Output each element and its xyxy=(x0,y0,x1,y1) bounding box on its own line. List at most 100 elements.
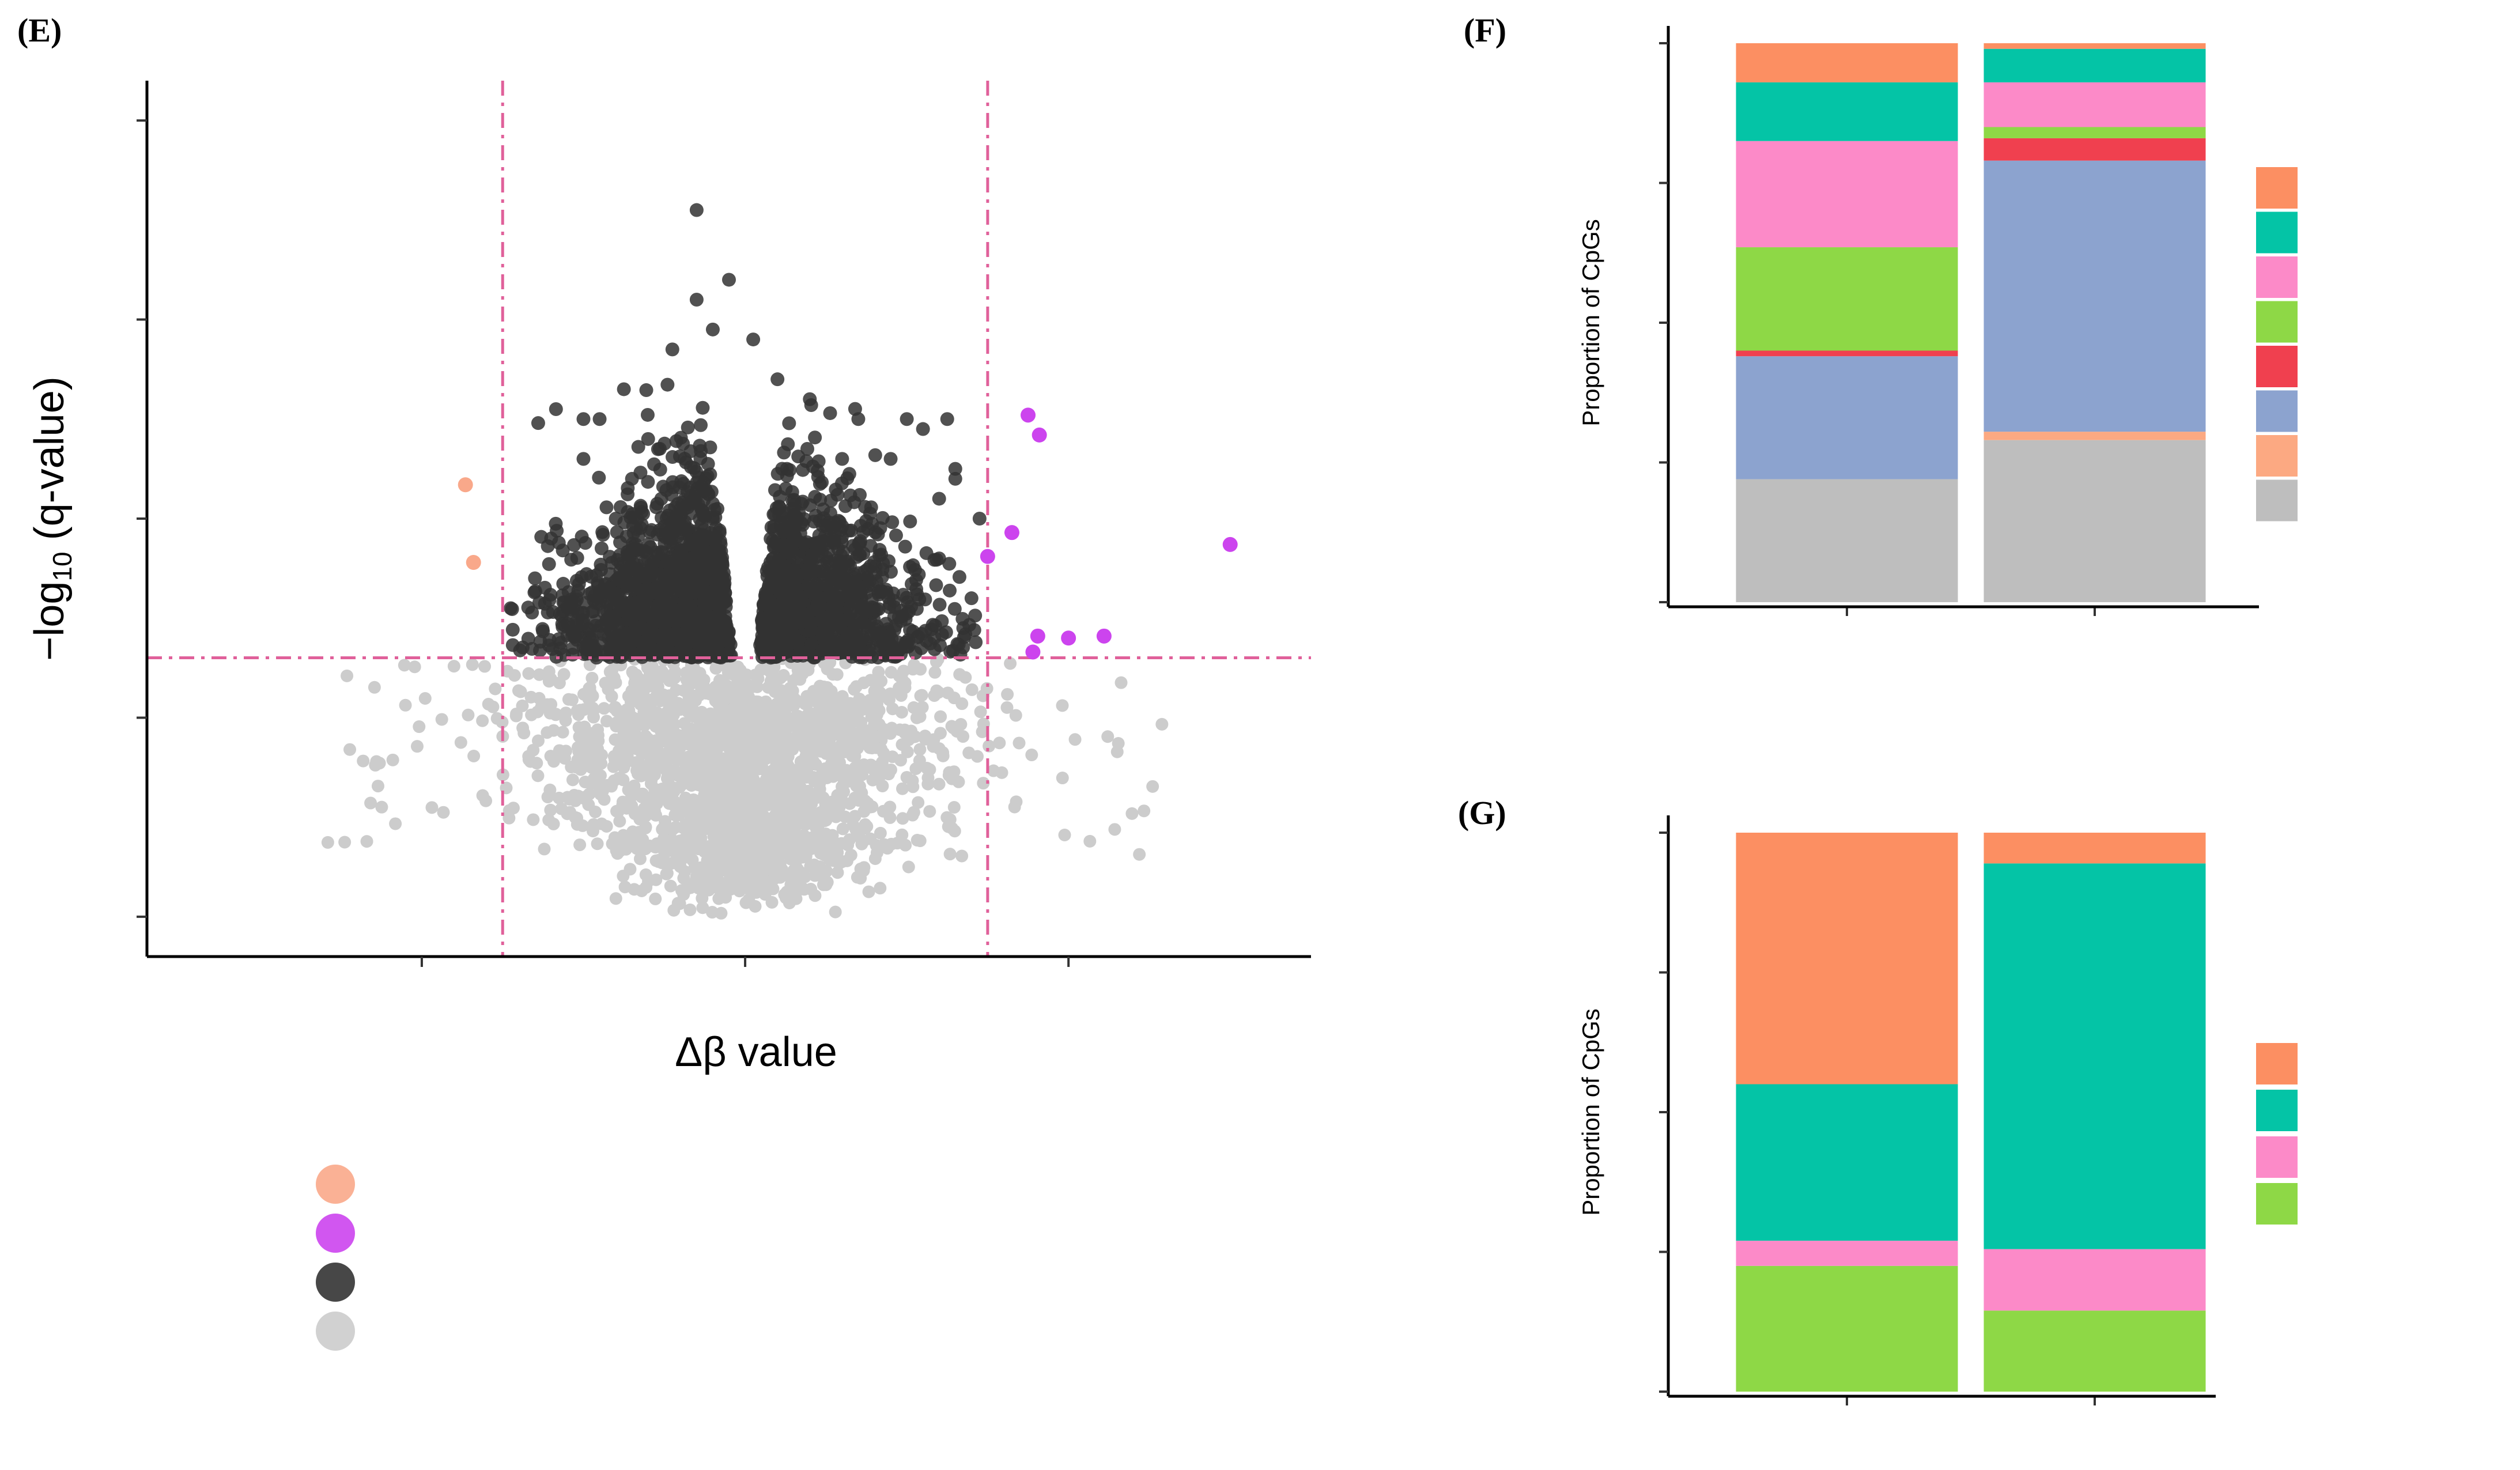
data-point-nonsignificant xyxy=(837,717,850,731)
data-point-nonsignificant xyxy=(538,842,551,856)
volcano-plot: Δβ value −log10 (q-value) xyxy=(27,81,1311,1351)
data-point-nonsignificant xyxy=(928,666,942,679)
data-point-nonsignificant xyxy=(921,777,935,791)
data-point-nonsignificant xyxy=(683,903,697,916)
data-point-nonsignificant xyxy=(566,773,579,787)
data-point-nonsignificant xyxy=(410,740,424,753)
data-point-significant xyxy=(659,554,674,568)
data-point-nonsignificant xyxy=(885,721,898,735)
data-point-nonsignificant xyxy=(688,861,701,874)
data-point-significant xyxy=(542,557,556,571)
data-point-nonsignificant xyxy=(679,698,692,711)
data-point-nonsignificant xyxy=(629,728,642,741)
data-point-significant xyxy=(755,619,770,633)
data-point-significant xyxy=(796,463,810,477)
data-point-nonsignificant xyxy=(360,835,373,848)
data-point-nonsignificant xyxy=(541,726,554,739)
data-point-nonsignificant xyxy=(649,892,662,905)
data-point-nonsignificant xyxy=(364,796,377,810)
bar-segment-exon-boundary xyxy=(1983,432,2206,440)
data-point-significant xyxy=(702,648,716,663)
data-point-nonsignificant xyxy=(648,783,662,796)
data-point-significant xyxy=(830,488,845,502)
data-point-nonsignificant xyxy=(580,733,594,746)
data-point-significant xyxy=(952,570,966,584)
data-point-nonsignificant xyxy=(946,822,959,835)
volcano-axes xyxy=(137,81,1311,967)
data-point-nonsignificant xyxy=(913,743,927,756)
data-point-nonsignificant xyxy=(840,764,853,777)
data-point-significant xyxy=(947,602,962,616)
data-point-significant xyxy=(583,623,598,638)
data-point-nonsignificant xyxy=(735,775,749,788)
data-point-nonsignificant xyxy=(886,702,899,716)
data-point-significant xyxy=(638,634,652,648)
data-point-nonsignificant xyxy=(630,842,644,855)
data-point-nonsignificant xyxy=(823,702,837,716)
data-point-significant xyxy=(600,595,614,609)
data-point-nonsignificant xyxy=(655,723,668,736)
data-point-nonsignificant xyxy=(804,860,817,873)
data-point-significant xyxy=(803,392,817,406)
data-point-nonsignificant xyxy=(556,725,569,739)
regions-legend xyxy=(2256,167,2298,522)
data-point-significant xyxy=(767,519,781,533)
data-point-nonsignificant xyxy=(698,727,712,740)
data-point-nonsignificant xyxy=(628,807,641,821)
data-point-nonsignificant xyxy=(874,882,887,895)
data-point-significant xyxy=(671,645,685,659)
data-point-nonsignificant xyxy=(825,742,838,755)
legend-swatch xyxy=(2256,256,2298,298)
data-point-significant xyxy=(640,407,655,422)
data-point-nonsignificant xyxy=(681,882,694,895)
data-point-significant xyxy=(645,586,659,600)
data-point-nonsignificant xyxy=(571,741,584,754)
data-point-nonsignificant xyxy=(780,740,794,753)
data-point-nonsignificant xyxy=(872,718,886,731)
data-point-nonsignificant xyxy=(702,796,716,810)
data-point-significant xyxy=(594,557,608,572)
data-point-nonsignificant xyxy=(1056,772,1069,785)
data-point-nonsignificant xyxy=(649,808,663,822)
data-point-nonsignificant xyxy=(386,753,399,766)
data-point-nonsignificant xyxy=(896,812,909,825)
data-point-nonsignificant xyxy=(1025,749,1038,762)
data-point-nonsignificant xyxy=(664,697,678,711)
data-point-significant xyxy=(505,622,520,637)
cpg-islands-y-axis-title: Proportion of CpGs xyxy=(1577,1008,1604,1216)
data-point-nonsignificant xyxy=(703,821,716,834)
data-point-nonsignificant xyxy=(559,714,572,727)
data-point-nonsignificant xyxy=(765,864,779,877)
data-point-significant xyxy=(822,589,836,603)
data-point-significant xyxy=(634,505,649,519)
data-point-nonsignificant xyxy=(850,680,863,693)
data-point-nonsignificant xyxy=(600,715,613,728)
data-point-significant xyxy=(711,502,725,516)
cpg-islands-bars xyxy=(1736,833,2206,1392)
data-point-nonsignificant xyxy=(923,805,936,818)
data-point-significant xyxy=(576,452,591,466)
data-point-nonsignificant xyxy=(478,660,492,673)
data-point-significant xyxy=(746,332,761,347)
data-point-significant xyxy=(853,488,867,502)
data-point-nonsignificant xyxy=(769,846,782,859)
data-point-nonsignificant xyxy=(609,892,622,905)
data-point-nonsignificant xyxy=(934,710,947,723)
data-point-nonsignificant xyxy=(722,811,735,824)
data-point-nonsignificant xyxy=(636,787,649,800)
data-point-significant xyxy=(693,580,707,594)
data-point-nonsignificant xyxy=(829,810,842,823)
data-point-nonsignificant xyxy=(722,715,735,728)
data-point-significant xyxy=(840,471,855,485)
data-point-significant xyxy=(891,644,905,659)
data-point-nonsignificant xyxy=(827,766,840,779)
data-point-hypo xyxy=(466,555,481,570)
data-point-significant xyxy=(889,528,903,543)
data-point-nonsignificant xyxy=(952,775,965,788)
data-point-significant xyxy=(839,631,853,645)
data-point-nonsignificant xyxy=(977,777,990,790)
data-point-nonsignificant xyxy=(744,753,757,766)
data-point-nonsignificant xyxy=(1146,780,1159,793)
data-point-significant xyxy=(603,609,617,623)
data-point-nonsignificant xyxy=(813,699,826,712)
